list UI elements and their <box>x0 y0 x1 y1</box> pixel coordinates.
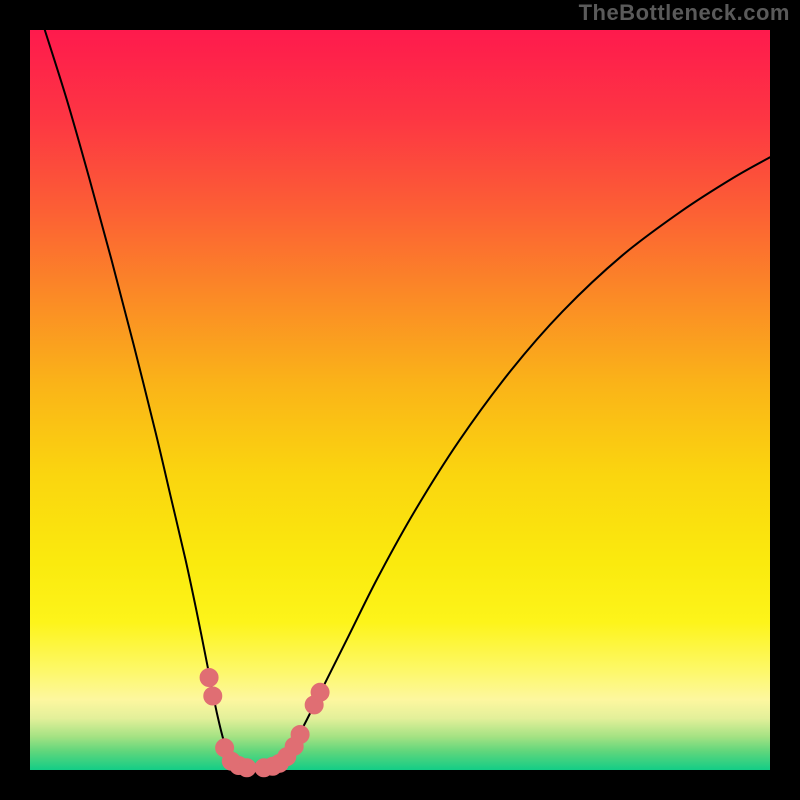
data-marker <box>238 759 256 777</box>
watermark-text: TheBottleneck.com <box>579 0 790 26</box>
bottleneck-chart <box>0 0 800 800</box>
chart-stage: TheBottleneck.com <box>0 0 800 800</box>
data-marker <box>311 683 329 701</box>
data-marker <box>200 669 218 687</box>
data-marker <box>204 687 222 705</box>
data-marker <box>291 725 309 743</box>
plot-background-gradient <box>30 30 770 770</box>
